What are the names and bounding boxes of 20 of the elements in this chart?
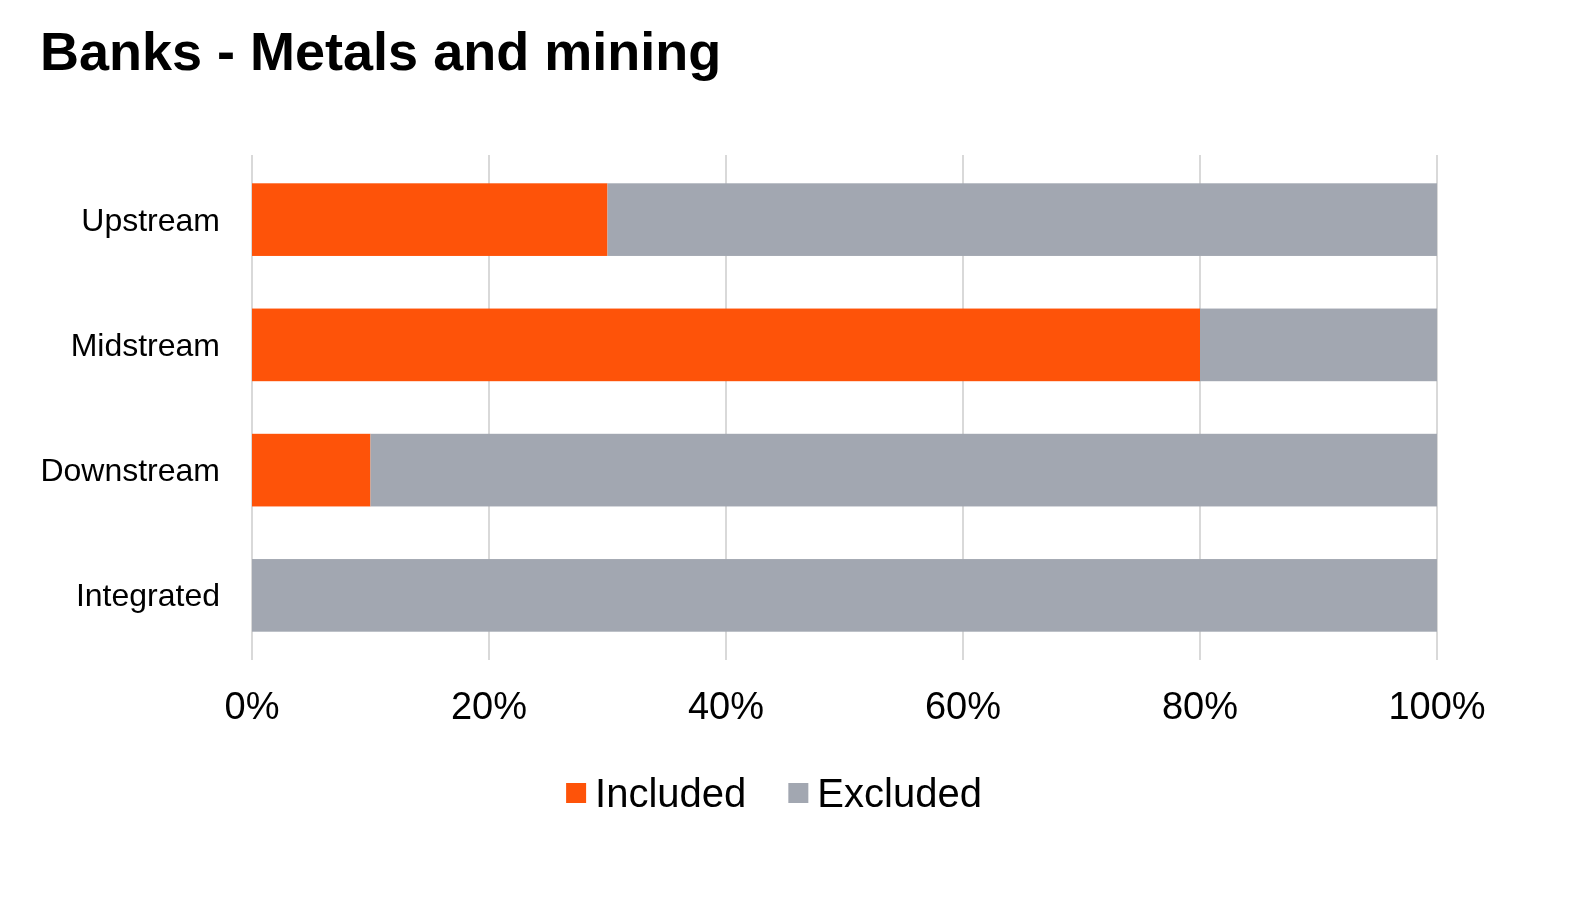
bar bbox=[252, 308, 1200, 382]
bar bbox=[1200, 308, 1437, 382]
x-tick-label: 0% bbox=[224, 685, 280, 727]
chart-title: Banks - Metals and mining bbox=[40, 21, 722, 81]
y-tick-label: Downstream bbox=[40, 452, 220, 489]
legend-label: Excluded bbox=[817, 771, 982, 815]
bar bbox=[252, 559, 1437, 632]
y-tick-label: Upstream bbox=[81, 201, 220, 238]
x-tick-label: 40% bbox=[687, 685, 765, 727]
y-tick-label: Integrated bbox=[75, 577, 220, 614]
legend-label: Included bbox=[595, 771, 747, 815]
x-tick-label: 20% bbox=[450, 685, 528, 727]
bar bbox=[607, 183, 1437, 256]
y-tick-label: Midstream bbox=[70, 326, 220, 363]
x-tick-label: 60% bbox=[924, 685, 1002, 727]
bar bbox=[252, 183, 608, 256]
bar bbox=[252, 433, 371, 507]
x-tick-label: 80% bbox=[1161, 685, 1239, 727]
x-tick-label: 100% bbox=[1388, 685, 1486, 727]
bar bbox=[370, 433, 1437, 507]
